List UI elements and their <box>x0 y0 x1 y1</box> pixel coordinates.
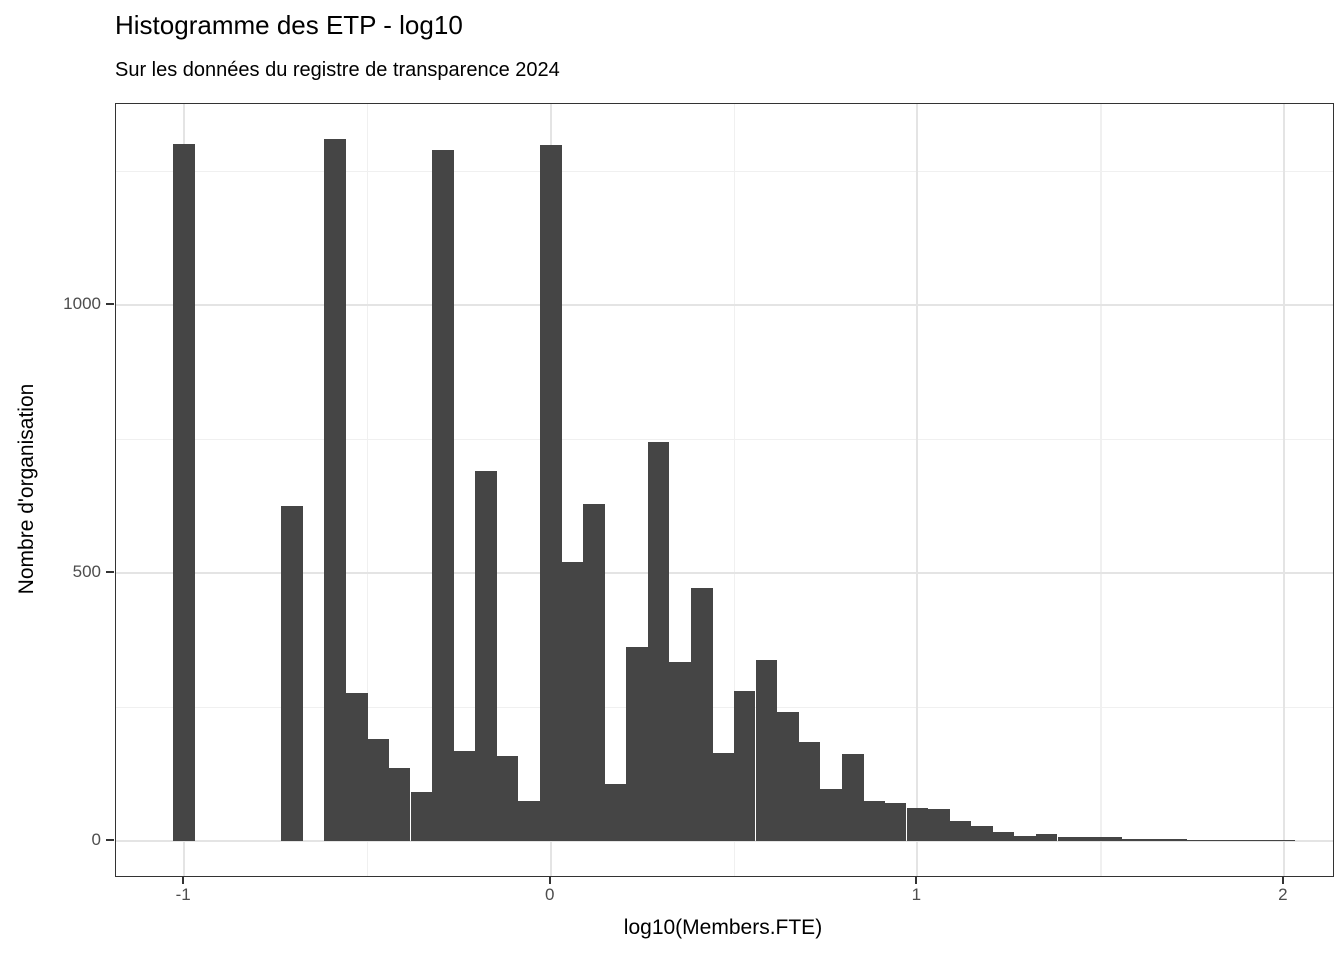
histogram-bar <box>432 149 454 841</box>
histogram-bar <box>1208 839 1231 841</box>
histogram-bar <box>518 800 540 841</box>
chart-subtitle: Sur les données du registre de transpare… <box>115 59 560 81</box>
x-axis-tick <box>182 876 185 884</box>
gridline-major-horizontal <box>116 572 1333 575</box>
histogram-bar <box>583 503 605 841</box>
gridline-major-horizontal <box>116 304 1333 307</box>
histogram-bar <box>798 742 821 841</box>
gridline-minor-vertical <box>733 104 736 876</box>
gridline-major-vertical <box>916 104 919 876</box>
x-axis-tick-label: 0 <box>545 885 555 904</box>
histogram-bar <box>367 739 389 841</box>
histogram-bar <box>539 145 562 841</box>
histogram-bar <box>1251 839 1274 841</box>
histogram-bar <box>820 788 842 841</box>
x-axis-tick <box>915 876 918 884</box>
gridline-major-horizontal <box>116 839 1333 842</box>
histogram-bar <box>1057 837 1080 841</box>
x-axis-tick-label: 2 <box>1278 885 1288 904</box>
histogram-bar <box>1035 834 1058 841</box>
histogram-bar <box>1100 836 1122 841</box>
histogram-bar <box>755 659 778 841</box>
histogram-bar <box>388 767 411 841</box>
histogram-bar <box>669 661 691 841</box>
x-axis-title: log10(Members.FTE) <box>623 916 823 939</box>
y-axis-tick-label: 0 <box>91 829 101 849</box>
gridline-minor-horizontal <box>116 170 1333 173</box>
x-axis-tick-label: 1 <box>911 885 922 904</box>
histogram-bar <box>928 808 950 841</box>
y-axis-tick <box>106 303 114 306</box>
histogram-bar <box>712 752 735 841</box>
histogram-bar <box>604 784 627 841</box>
y-axis-tick <box>106 838 114 841</box>
x-axis-tick <box>1281 876 1284 884</box>
histogram-bar <box>1229 839 1252 841</box>
histogram-bar <box>690 587 713 841</box>
histogram-bar <box>1273 839 1295 841</box>
histogram-bar <box>626 646 648 841</box>
histogram-bar <box>884 803 907 841</box>
histogram-bar <box>1079 836 1101 841</box>
gridline-minor-horizontal <box>116 706 1333 709</box>
gridline-minor-horizontal <box>116 438 1333 441</box>
y-axis-tick <box>106 571 114 574</box>
histogram-bar <box>777 712 799 841</box>
histogram-bar <box>453 750 476 841</box>
histogram-bar <box>1014 835 1036 841</box>
histogram-bar <box>971 825 993 841</box>
histogram-bar <box>173 143 195 841</box>
x-axis-tick-label: -1 <box>175 885 191 904</box>
histogram-bar <box>281 505 303 841</box>
histogram-bar <box>346 692 368 841</box>
histogram-bar <box>842 754 864 841</box>
histogram-bar <box>863 801 885 841</box>
gridline-minor-vertical <box>1100 104 1102 876</box>
x-axis-tick <box>548 876 551 884</box>
histogram-bar <box>992 832 1015 841</box>
y-axis-tick-label: 1000 <box>63 294 101 314</box>
histogram-bar <box>647 441 670 841</box>
plot-panel <box>115 103 1334 877</box>
histogram-bar <box>1186 839 1209 841</box>
histogram-bar <box>1122 839 1144 841</box>
histogram-bar <box>561 562 584 841</box>
histogram-bar <box>733 690 756 841</box>
histogram-bar <box>1165 839 1187 841</box>
histogram-bar <box>410 791 433 841</box>
histogram-bar <box>324 139 346 841</box>
chart-title: Histogramme des ETP - log10 <box>115 10 463 40</box>
y-axis-tick-label: 500 <box>72 562 101 582</box>
gridline-major-vertical <box>1282 104 1285 876</box>
histogram-bar <box>496 755 519 841</box>
histogram-bar <box>1143 839 1166 841</box>
histogram-bar <box>906 807 929 841</box>
histogram-bar <box>949 820 972 841</box>
histogram-bar <box>475 471 497 841</box>
gridline-minor-vertical <box>366 104 369 876</box>
